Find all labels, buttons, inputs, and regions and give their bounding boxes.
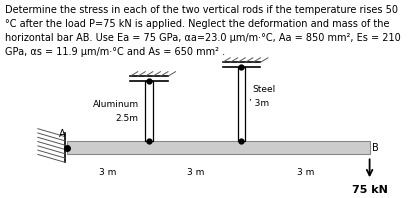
Text: Determine the stress in each of the two vertical rods if the temperature rises 5: Determine the stress in each of the two … bbox=[5, 5, 398, 15]
Text: 75 kN: 75 kN bbox=[352, 185, 388, 195]
Text: Aluminum: Aluminum bbox=[92, 100, 139, 109]
Text: B: B bbox=[372, 143, 378, 153]
Text: 3 m: 3 m bbox=[186, 168, 204, 177]
Text: Steel: Steel bbox=[252, 85, 275, 94]
Bar bbox=[238, 67, 245, 141]
Text: °C after the load P=75 kN is applied. Neglect the deformation and mass of the: °C after the load P=75 kN is applied. Ne… bbox=[5, 19, 389, 29]
Text: A: A bbox=[58, 129, 65, 139]
Text: 3 m: 3 m bbox=[100, 168, 117, 177]
Text: GPa, αs = 11.9 μm/m·°C and As = 650 mm² .: GPa, αs = 11.9 μm/m·°C and As = 650 mm² … bbox=[5, 47, 225, 57]
Text: ’ 3m: ’ 3m bbox=[249, 99, 269, 109]
Bar bbox=[67, 141, 370, 154]
Text: 2.5m: 2.5m bbox=[116, 113, 139, 123]
Text: horizontal bar AB. Use Ea = 75 GPa, αa=23.0 μm/m·°C, Aa = 850 mm², Es = 210: horizontal bar AB. Use Ea = 75 GPa, αa=2… bbox=[5, 33, 401, 43]
Text: 3 m: 3 m bbox=[297, 168, 314, 177]
Bar bbox=[145, 81, 153, 141]
